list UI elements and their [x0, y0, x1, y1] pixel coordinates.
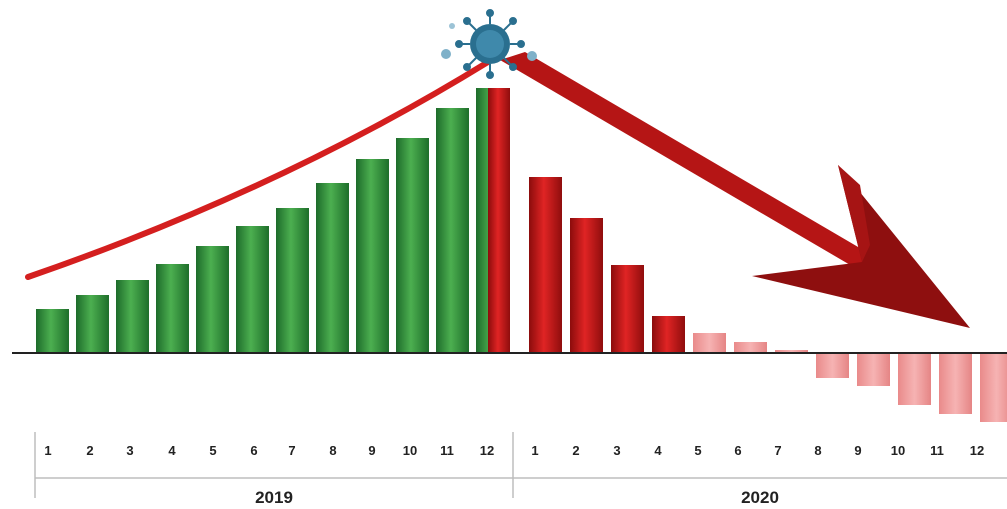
tick-label-2019-10: 10	[403, 443, 417, 458]
bar-2020-6	[734, 342, 767, 353]
tick-label-2020-12: 12	[970, 443, 984, 458]
year-label-2019: 2019	[255, 488, 293, 507]
bar-2020-8	[816, 354, 849, 378]
bar-2020-3	[611, 265, 644, 353]
bar-2019-5	[196, 246, 229, 353]
bar-2019-7	[276, 208, 309, 353]
bar-2020-11	[939, 354, 972, 414]
tick-label-2020-8: 8	[814, 443, 821, 458]
bar-2020-2	[570, 218, 603, 353]
tick-label-2020-9: 9	[854, 443, 861, 458]
bar-2020-9	[857, 354, 890, 386]
tick-label-2019-11: 11	[440, 443, 454, 458]
trend-arrow-icon	[500, 52, 970, 328]
tick-label-2019-2: 2	[86, 443, 93, 458]
virus-icon	[441, 9, 537, 79]
bar-2019-11	[436, 108, 469, 353]
bar-2019-9	[356, 159, 389, 353]
year-labels: 2019 2020	[255, 488, 779, 507]
tick-label-2019-12: 12	[480, 443, 494, 458]
bar-2019-1	[36, 309, 69, 353]
tick-label-2019-9: 9	[368, 443, 375, 458]
bar-2020-10	[898, 354, 931, 405]
tick-label-2019-6: 6	[250, 443, 257, 458]
bar-2019-3	[116, 280, 149, 353]
tick-label-2019-1: 1	[44, 443, 51, 458]
tick-label-2019-5: 5	[209, 443, 216, 458]
bar-2020-1	[529, 177, 562, 353]
tick-label-2020-2: 2	[572, 443, 579, 458]
bar-2019-6	[236, 226, 269, 353]
bar-2020-12	[980, 354, 1007, 422]
year-label-2020: 2020	[741, 488, 779, 507]
tick-label-2020-7: 7	[774, 443, 781, 458]
bar-2020-7	[775, 350, 808, 353]
bar-2019-4	[156, 264, 189, 353]
tick-label-2019-3: 3	[126, 443, 133, 458]
rising-trend-curve	[25, 59, 491, 280]
tick-label-2019-8: 8	[329, 443, 336, 458]
tick-label-2020-4: 4	[654, 443, 662, 458]
bar-peak-2019-12-decline	[488, 88, 510, 353]
bar-2019-2	[76, 295, 109, 353]
tick-label-2020-10: 10	[891, 443, 905, 458]
tick-label-2020-11: 11	[930, 443, 944, 458]
month-axis	[34, 432, 1007, 498]
tick-label-2020-6: 6	[734, 443, 741, 458]
bar-2020-5	[693, 333, 726, 353]
bar-2019-8	[316, 183, 349, 353]
bar-2019-10	[396, 138, 429, 353]
bar-2020-4	[652, 316, 685, 353]
tick-label-2019-7: 7	[288, 443, 295, 458]
tick-label-2019-4: 4	[168, 443, 176, 458]
tick-label-2020-5: 5	[694, 443, 701, 458]
month-tick-labels: 1 2 3 4 5 6 7 8 9 10 11 12 1 2 3 4 5 6 7 8 9 10 11 12	[44, 443, 984, 458]
bars-layer	[36, 88, 1007, 422]
tick-label-2020-3: 3	[613, 443, 620, 458]
tick-label-2020-1: 1	[531, 443, 538, 458]
